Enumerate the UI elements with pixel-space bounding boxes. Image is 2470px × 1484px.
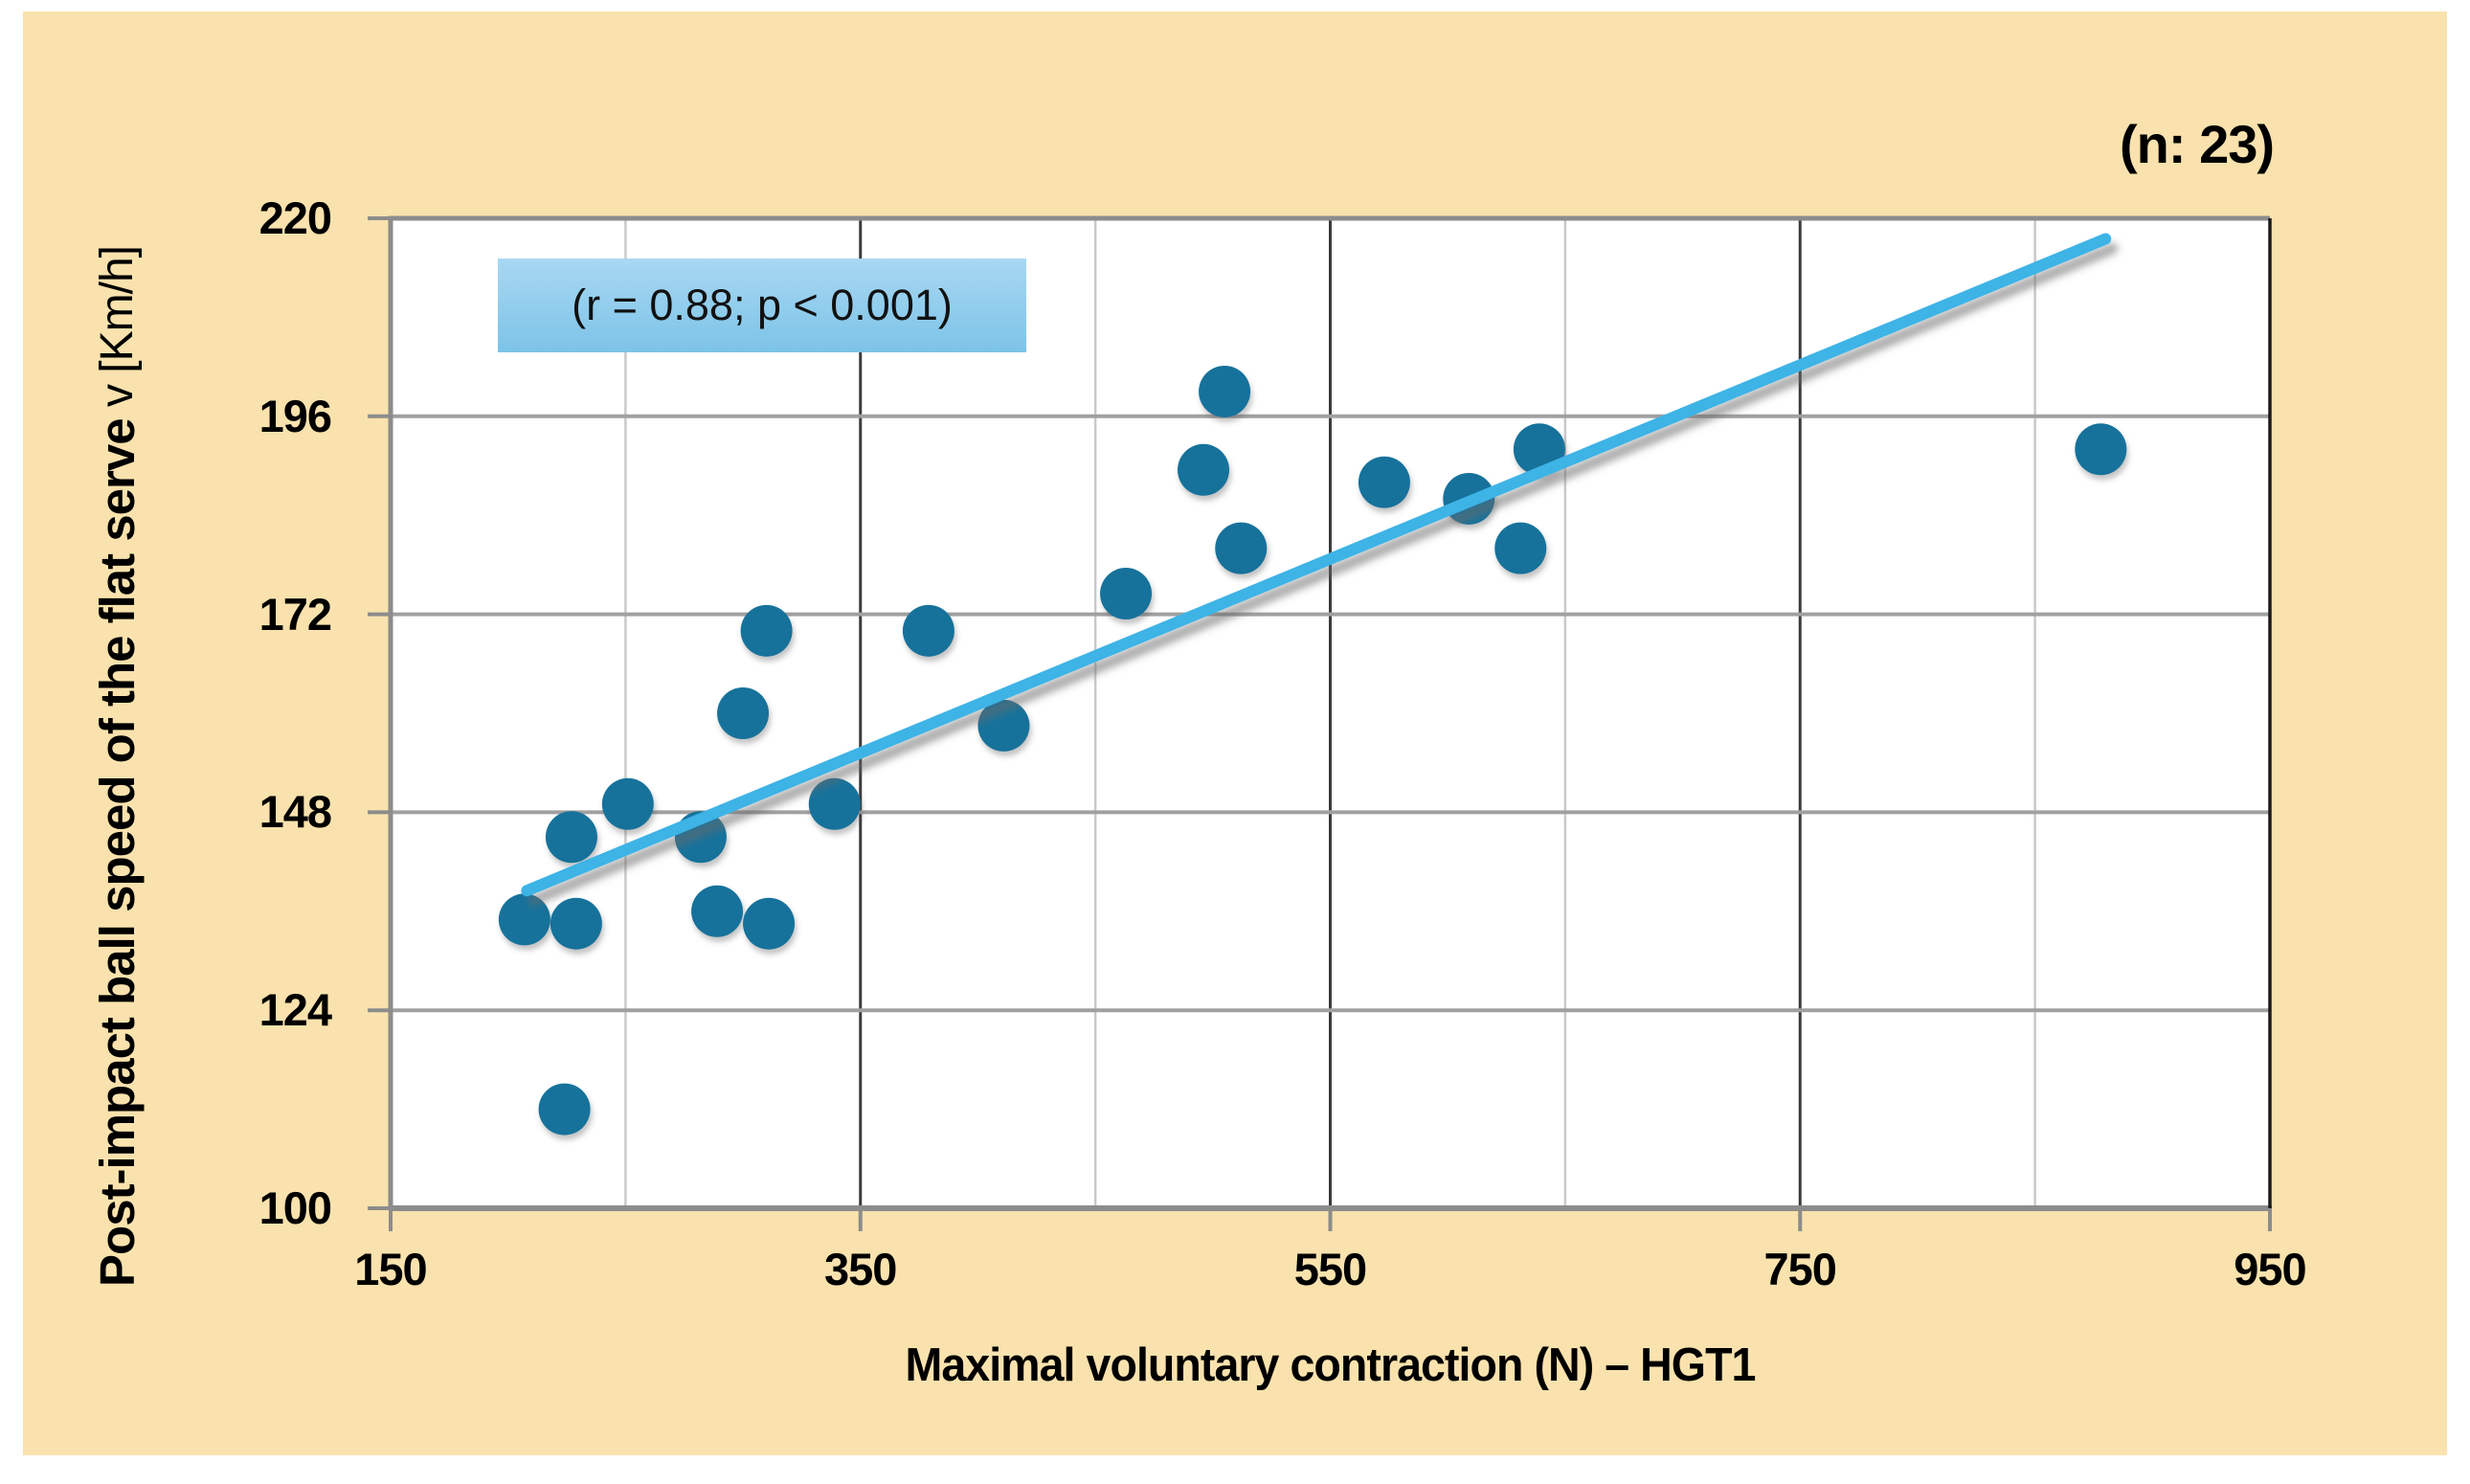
scatter-point bbox=[601, 777, 654, 830]
scatter-point bbox=[902, 604, 954, 657]
scatter-point bbox=[717, 687, 770, 739]
x-tick-label: 350 bbox=[824, 1244, 897, 1294]
scatter-point bbox=[1177, 443, 1229, 496]
scatter-point bbox=[498, 893, 550, 946]
scatter-point bbox=[550, 897, 602, 950]
y-tick-label: 196 bbox=[258, 390, 332, 441]
scatter-point bbox=[1100, 568, 1153, 620]
x-tick-label: 550 bbox=[1293, 1244, 1367, 1294]
sample-size-label: (n: 23) bbox=[2120, 114, 2275, 174]
x-tick-label: 750 bbox=[1763, 1244, 1837, 1294]
scatter-point bbox=[808, 777, 861, 830]
scatter-point bbox=[691, 885, 744, 937]
scatter-point bbox=[1199, 365, 1251, 417]
scatter-point bbox=[1215, 522, 1268, 574]
y-axis-title: Post-impact ball speed of the flat serve… bbox=[59, 96, 174, 1436]
correlation-annotation-box: (r = 0.88; p < 0.001) bbox=[498, 259, 1026, 352]
scatter-point bbox=[545, 811, 597, 864]
y-tick-label: 100 bbox=[258, 1182, 332, 1233]
y-tick-label: 172 bbox=[258, 588, 332, 640]
y-axis-title-main: Post-impact ball speed of the flat serve bbox=[89, 417, 145, 1287]
scatter-point bbox=[743, 897, 796, 950]
scatter-point bbox=[538, 1083, 591, 1135]
y-tick-label: 148 bbox=[258, 786, 332, 838]
y-tick-label: 124 bbox=[258, 984, 332, 1036]
scatter-point bbox=[2075, 423, 2127, 476]
x-tick-label: 950 bbox=[2234, 1244, 2306, 1294]
trend-line bbox=[521, 233, 2112, 897]
scatter-point bbox=[977, 699, 1030, 752]
y-axis-title-unit: v [Km/h] bbox=[91, 245, 143, 418]
scatter-point bbox=[1494, 522, 1547, 574]
x-tick-label: 150 bbox=[354, 1244, 427, 1294]
scatter-point bbox=[740, 604, 793, 657]
correlation-annotation-text: (r = 0.88; p < 0.001) bbox=[572, 281, 953, 329]
y-tick-label: 220 bbox=[258, 192, 332, 243]
scatter-point bbox=[1358, 456, 1410, 508]
x-axis-title: Maximal voluntary contraction (N) – HGT1 bbox=[905, 1339, 1756, 1391]
